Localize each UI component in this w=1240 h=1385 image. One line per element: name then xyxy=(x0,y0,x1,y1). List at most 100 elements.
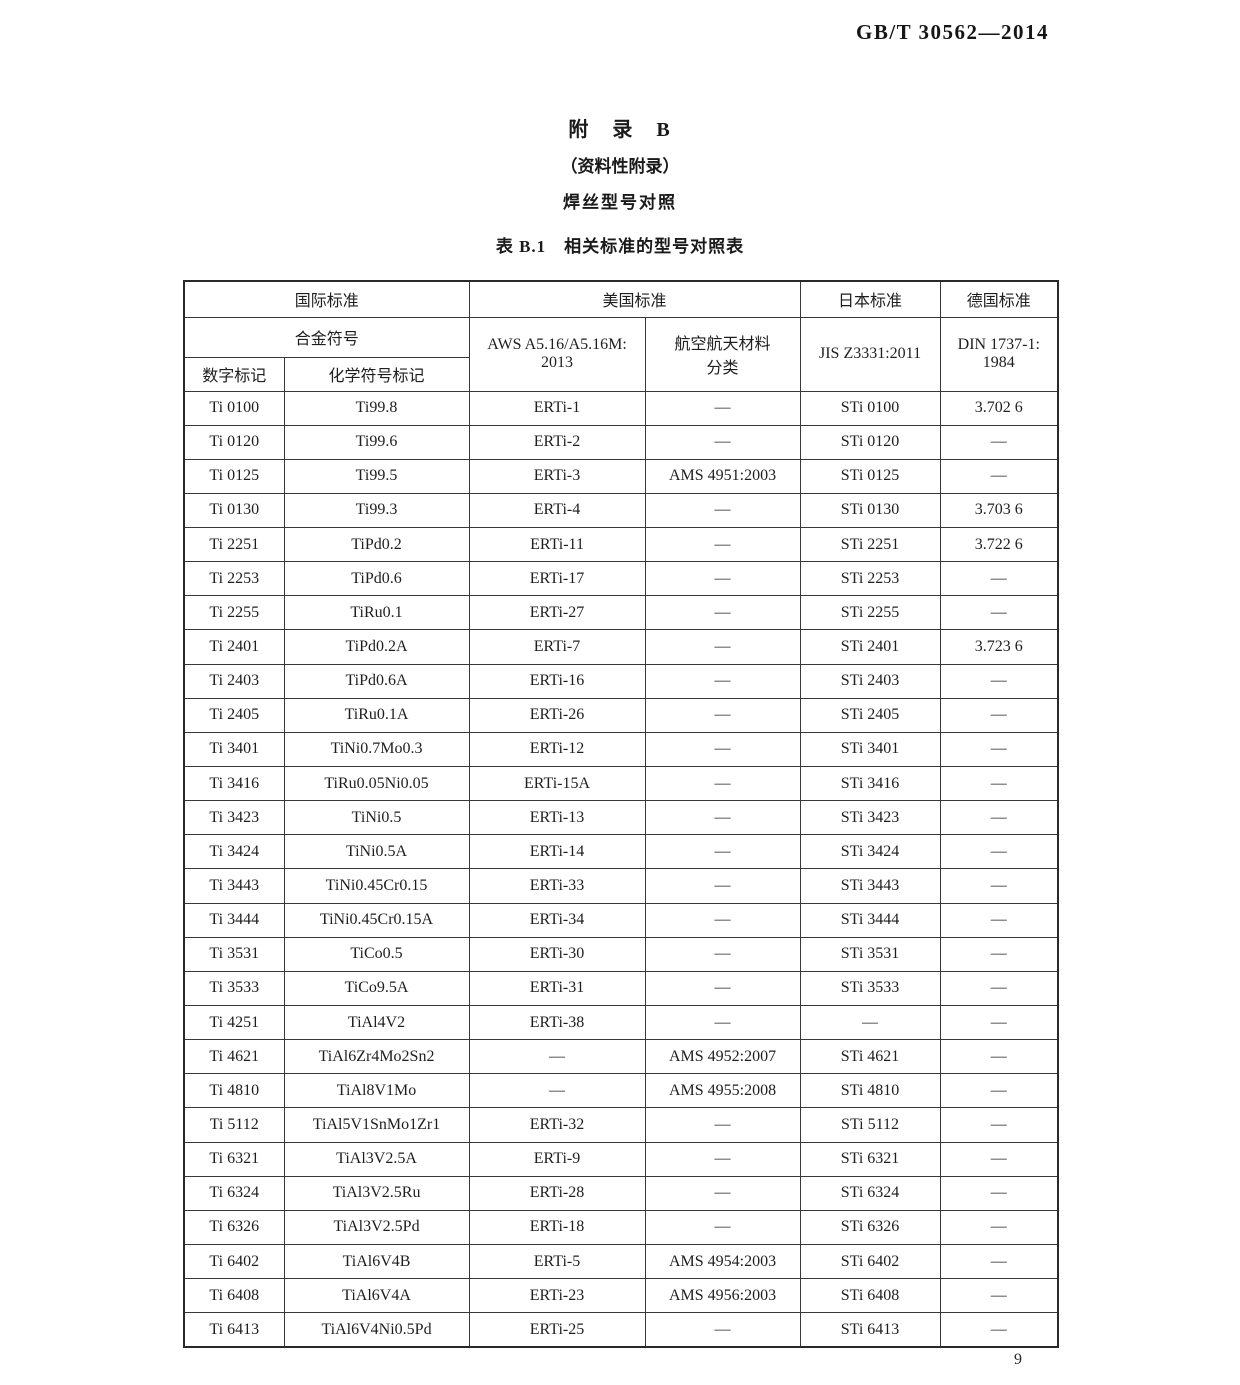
cell-din-classification: — xyxy=(939,1141,1059,1177)
cell-aws-classification: ERTi-3 xyxy=(468,458,646,494)
cell-aerospace-classification: AMS 4956:2003 xyxy=(644,1278,801,1314)
header-aws-classification: AWS A5.16/A5.16M: 2013 xyxy=(468,316,646,392)
cell-din-classification: — xyxy=(939,834,1059,870)
cell-chemical-designation: TiAl3V2.5Ru xyxy=(283,1175,470,1211)
cell-jis-classification: STi 0125 xyxy=(799,458,941,494)
table-row: Ti 2403 TiPd0.6A ERTi-16— STi 2403— xyxy=(183,663,1059,699)
cell-din-classification: — xyxy=(939,1244,1059,1280)
cell-jis-classification: STi 3401 xyxy=(799,731,941,768)
cell-aws-classification: ERTi-13 xyxy=(468,800,646,836)
cell-aerospace-classification: AMS 4951:2003 xyxy=(644,458,801,494)
cell-numeric-designation: Ti 2403 xyxy=(183,663,285,699)
table-row: Ti 0100 Ti99.8 ERTi-1— STi 0100 3.702 6 xyxy=(183,390,1059,426)
cell-aerospace-classification: — xyxy=(644,868,801,904)
cell-chemical-designation: TiPd0.2A xyxy=(283,629,470,665)
table-row: Ti 2251 TiPd0.2 ERTi-11— STi 2251 3.722 6 xyxy=(183,527,1059,563)
cell-chemical-designation: TiCo0.5 xyxy=(283,936,470,972)
table-row: Ti 5112 TiAl5V1SnMo1Zr1 ERTi-32— STi 5112— xyxy=(183,1107,1059,1143)
cell-chemical-designation: TiRu0.05Ni0.05 xyxy=(283,766,470,802)
cell-numeric-designation: Ti 3444 xyxy=(183,902,285,938)
cell-jis-classification: STi 2253 xyxy=(799,561,941,597)
cell-numeric-designation: Ti 3443 xyxy=(183,868,285,904)
cell-chemical-designation: TiAl6Zr4Mo2Sn2 xyxy=(283,1039,470,1075)
cell-aws-classification: ERTi-33 xyxy=(468,868,646,904)
cell-chemical-designation: TiNi0.7Mo0.3 xyxy=(283,731,470,768)
cell-din-classification: — xyxy=(939,1039,1059,1075)
cell-din-classification: — xyxy=(939,1312,1059,1348)
cell-aerospace-classification: AMS 4954:2003 xyxy=(644,1244,801,1280)
header-chemical-designation: 化学符号标记 xyxy=(283,356,470,392)
header-alloy-symbol: 合金符号 xyxy=(183,316,470,358)
cell-numeric-designation: Ti 6413 xyxy=(183,1312,285,1348)
cell-aerospace-classification: AMS 4952:2007 xyxy=(644,1039,801,1075)
cell-aerospace-classification: — xyxy=(644,731,801,768)
cell-numeric-designation: Ti 6324 xyxy=(183,1175,285,1211)
cell-jis-classification: STi 3424 xyxy=(799,834,941,870)
cell-chemical-designation: TiAl4V2 xyxy=(283,1005,470,1041)
cell-aws-classification: ERTi-7 xyxy=(468,629,646,665)
cell-chemical-designation: TiCo9.5A xyxy=(283,970,470,1007)
cell-din-classification: — xyxy=(939,970,1059,1007)
cell-chemical-designation: TiAl6V4B xyxy=(283,1244,470,1280)
table-row: Ti 6402 TiAl6V4B ERTi-5 AMS 4954:2003 STi 64… xyxy=(183,1244,1059,1280)
cell-numeric-designation: Ti 5112 xyxy=(183,1107,285,1143)
table-row: Ti 6408 TiAl6V4A ERTi-23 AMS 4956:2003 STi 6… xyxy=(183,1278,1059,1314)
cell-numeric-designation: Ti 2401 xyxy=(183,629,285,665)
cell-din-classification: — xyxy=(939,766,1059,802)
cell-chemical-designation: TiAl3V2.5A xyxy=(283,1141,470,1177)
cell-din-classification: — xyxy=(939,697,1059,733)
table-row: Ti 4251 TiAl4V2 ERTi-38— — — xyxy=(183,1005,1059,1041)
cell-numeric-designation: Ti 4810 xyxy=(183,1073,285,1109)
cell-jis-classification: STi 3443 xyxy=(799,868,941,904)
table-row: Ti 3424 TiNi0.5A ERTi-14— STi 3424— xyxy=(183,834,1059,870)
cell-chemical-designation: TiNi0.5 xyxy=(283,800,470,836)
table-row: Ti 3416 TiRu0.05Ni0.05 ERTi-15A — STi 3416— xyxy=(183,766,1059,802)
cell-numeric-designation: Ti 3424 xyxy=(183,834,285,870)
standard-code: GB/T 30562—2014 xyxy=(856,20,1050,44)
cell-numeric-designation: Ti 3423 xyxy=(183,800,285,836)
cell-din-classification: — xyxy=(939,1175,1059,1211)
appendix-title-block: 附 录 B （资料性附录） 焊丝型号对照 xyxy=(0,113,1240,213)
table-row: Ti 2253 TiPd0.6 ERTi-17— STi 2253— xyxy=(183,561,1059,597)
cell-chemical-designation: TiAl6V4A xyxy=(283,1278,470,1314)
header-numeric-designation: 数字标记 xyxy=(183,356,285,392)
cell-aerospace-classification: — xyxy=(644,595,801,631)
cell-jis-classification: STi 3423 xyxy=(799,800,941,836)
cell-chemical-designation: TiAl3V2.5Pd xyxy=(283,1209,470,1246)
header-row-standards: 国际标准 美国标准 日本标准 德国标准 xyxy=(183,280,1059,318)
cell-numeric-designation: Ti 4251 xyxy=(183,1005,285,1041)
cell-jis-classification: STi 6321 xyxy=(799,1141,941,1177)
cell-aerospace-classification: — xyxy=(644,1312,801,1348)
appendix-subject: 焊丝型号对照 xyxy=(563,193,677,212)
cell-jis-classification: STi 3531 xyxy=(799,936,941,972)
table-row: Ti 3533 TiCo9.5A ERTi-31— STi 3533— xyxy=(183,970,1059,1007)
header-us-standard: 美国标准 xyxy=(468,280,801,318)
cell-jis-classification: STi 6402 xyxy=(799,1244,941,1280)
header-row-designations: 数字标记 化学符号标记 xyxy=(183,356,1058,392)
cell-numeric-designation: Ti 6321 xyxy=(183,1141,285,1177)
table-row: Ti 4621 TiAl6Zr4Mo2Sn2— AMS 4952:2007 STi 4… xyxy=(183,1039,1059,1075)
cell-aws-classification: ERTi-12 xyxy=(468,731,646,768)
cell-numeric-designation: Ti 0125 xyxy=(183,458,285,494)
cell-jis-classification: STi 2401 xyxy=(799,629,941,665)
table-row: Ti 2255 TiRu0.1 ERTi-27— STi 2255— xyxy=(183,595,1059,631)
cell-jis-classification: STi 0130 xyxy=(799,492,941,529)
cell-aerospace-classification: — xyxy=(644,936,801,972)
cell-aerospace-classification: — xyxy=(644,766,801,802)
cell-jis-classification: STi 2251 xyxy=(799,527,941,563)
appendix-title: 附 录 B xyxy=(568,119,672,141)
cell-aws-classification: ERTi-30 xyxy=(468,936,646,972)
cell-chemical-designation: Ti99.6 xyxy=(283,424,470,460)
table-row: Ti 6321 TiAl3V2.5A ERTi-9— STi 6321— xyxy=(183,1141,1059,1177)
cell-chemical-designation: TiPd0.2 xyxy=(283,527,470,563)
header-din-classification: DIN 1737-1: 1984 xyxy=(939,316,1059,392)
cell-aerospace-classification: — xyxy=(644,629,801,665)
cell-jis-classification: STi 0100 xyxy=(799,390,941,426)
cell-jis-classification: STi 3533 xyxy=(799,970,941,1007)
page-number: 9 xyxy=(1014,1351,1022,1368)
cell-aws-classification: — xyxy=(468,1073,646,1109)
table-row: Ti 6413 TiAl6V4Ni0.5Pd ERTi-25— STi 6413— xyxy=(183,1312,1059,1348)
cell-jis-classification: STi 3416 xyxy=(799,766,941,802)
table-header: 国际标准 美国标准 日本标准 德国标准 合金符号 AWS A5.16/A5.16… xyxy=(183,280,1059,392)
